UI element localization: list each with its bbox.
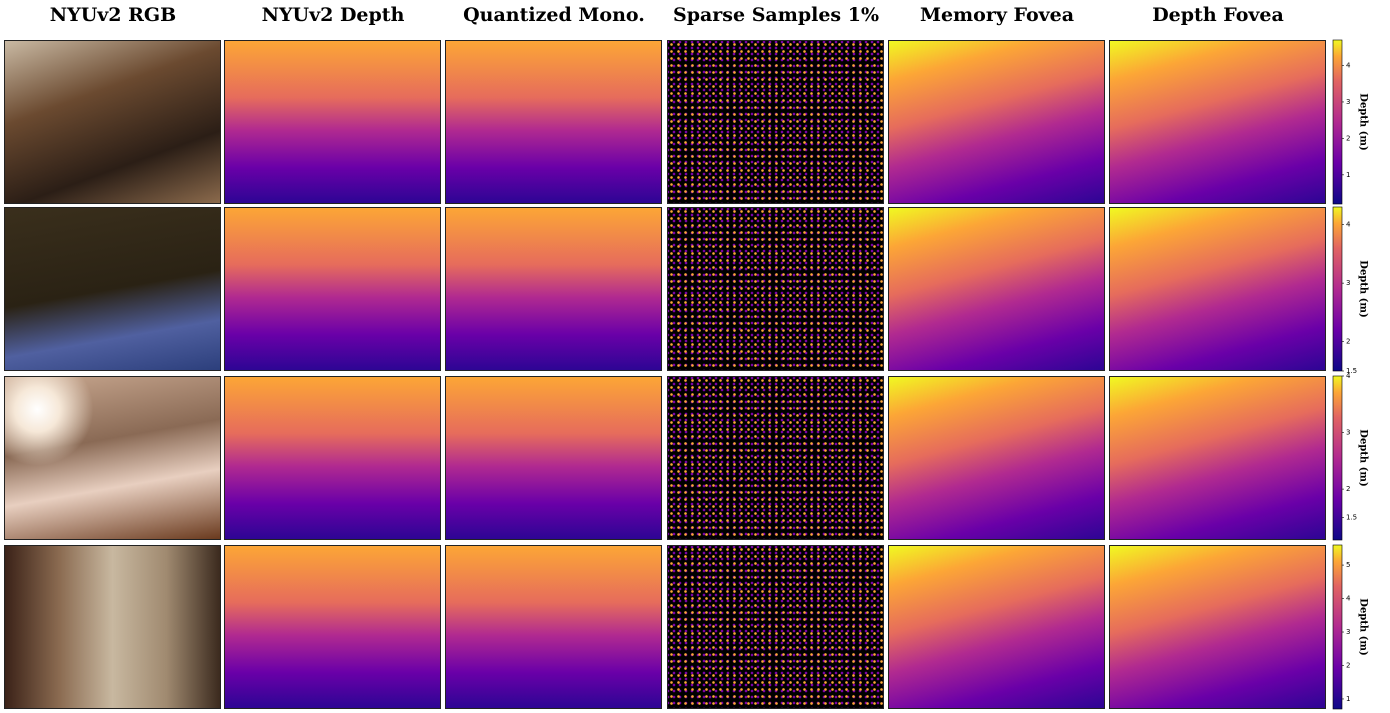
tick-label: 1 — [1346, 695, 1350, 703]
tick-label: 3 — [1346, 279, 1350, 287]
colorbars: 1234Depth (m)1.5234Depth (m)1.5234Depth … — [0, 0, 1390, 713]
tick-label: 4 — [1346, 595, 1351, 603]
tick-label: 2 — [1346, 485, 1350, 493]
figure: NYUv2 RGBNYUv2 DepthQuantized Mono.Spars… — [0, 0, 1390, 713]
tick-label: 4 — [1346, 221, 1351, 229]
colorbar — [1333, 40, 1342, 204]
tick-label: 5 — [1346, 561, 1350, 569]
colorbar — [1333, 545, 1342, 709]
colorbar-label: Depth (m) — [1358, 93, 1369, 150]
tick-label: 4 — [1346, 62, 1351, 70]
tick-label: 2 — [1346, 134, 1350, 142]
tick-label: 2 — [1346, 661, 1350, 669]
tick-label: 2 — [1346, 338, 1350, 346]
tick-label: 4 — [1346, 372, 1351, 380]
tick-label: 1.5 — [1346, 513, 1357, 521]
tick-label: 1 — [1346, 171, 1350, 179]
tick-label: 3 — [1346, 429, 1350, 437]
colorbar-label: Depth (m) — [1358, 598, 1369, 655]
colorbar — [1333, 207, 1342, 371]
tick-label: 3 — [1346, 98, 1350, 106]
tick-label: 3 — [1346, 628, 1350, 636]
colorbar — [1333, 376, 1342, 540]
colorbar-label: Depth (m) — [1358, 260, 1369, 317]
colorbar-label: Depth (m) — [1358, 429, 1369, 486]
